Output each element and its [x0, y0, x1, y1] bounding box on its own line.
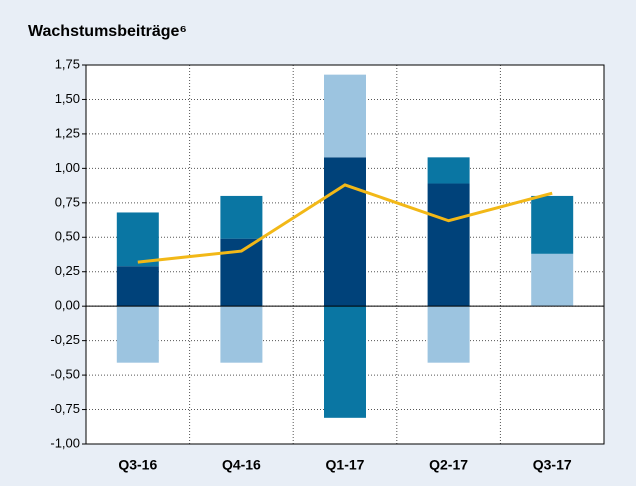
bar-segment — [220, 238, 263, 307]
bar-segment — [220, 306, 263, 363]
y-tick-label: 1,00 — [55, 160, 80, 175]
bar-segment — [116, 212, 159, 267]
x-tick-label: Q1-17 — [326, 457, 365, 473]
bar-segment — [427, 183, 470, 307]
chart-title: Wachstumsbeiträge⁶ — [28, 23, 187, 40]
y-tick-label: 0,75 — [55, 194, 80, 209]
bar-segment — [220, 195, 263, 239]
y-tick-label: -0,25 — [50, 332, 80, 347]
y-tick-label: 1,25 — [55, 125, 80, 140]
y-tick-label: 0,00 — [55, 298, 80, 313]
bar-segment — [324, 306, 366, 418]
y-tick-label: 0,50 — [55, 229, 80, 244]
bar-segment — [427, 306, 470, 363]
bar-segment — [531, 253, 574, 307]
x-tick-label: Q3-16 — [118, 457, 157, 473]
x-tick-label: Q4-16 — [222, 457, 261, 473]
plot-frame — [85, 64, 605, 445]
y-tick-label: 0,25 — [55, 263, 80, 278]
bar-segment — [531, 195, 574, 254]
y-tick-label: -1,00 — [50, 435, 80, 450]
y-tick-label: 1,50 — [55, 91, 80, 106]
y-tick-label: 1,75 — [55, 56, 80, 71]
x-tick-label: Q2-17 — [429, 457, 468, 473]
y-tick-label: -0,75 — [50, 401, 80, 416]
y-tick-label: -0,50 — [50, 367, 80, 382]
bar-segment — [116, 306, 159, 363]
bar-segment — [116, 266, 159, 307]
bar-segment — [324, 74, 366, 158]
bar-segment — [324, 157, 366, 307]
line-series — [137, 183, 553, 264]
x-tick-label: Q3-17 — [533, 457, 572, 473]
bar-segment — [427, 157, 470, 184]
